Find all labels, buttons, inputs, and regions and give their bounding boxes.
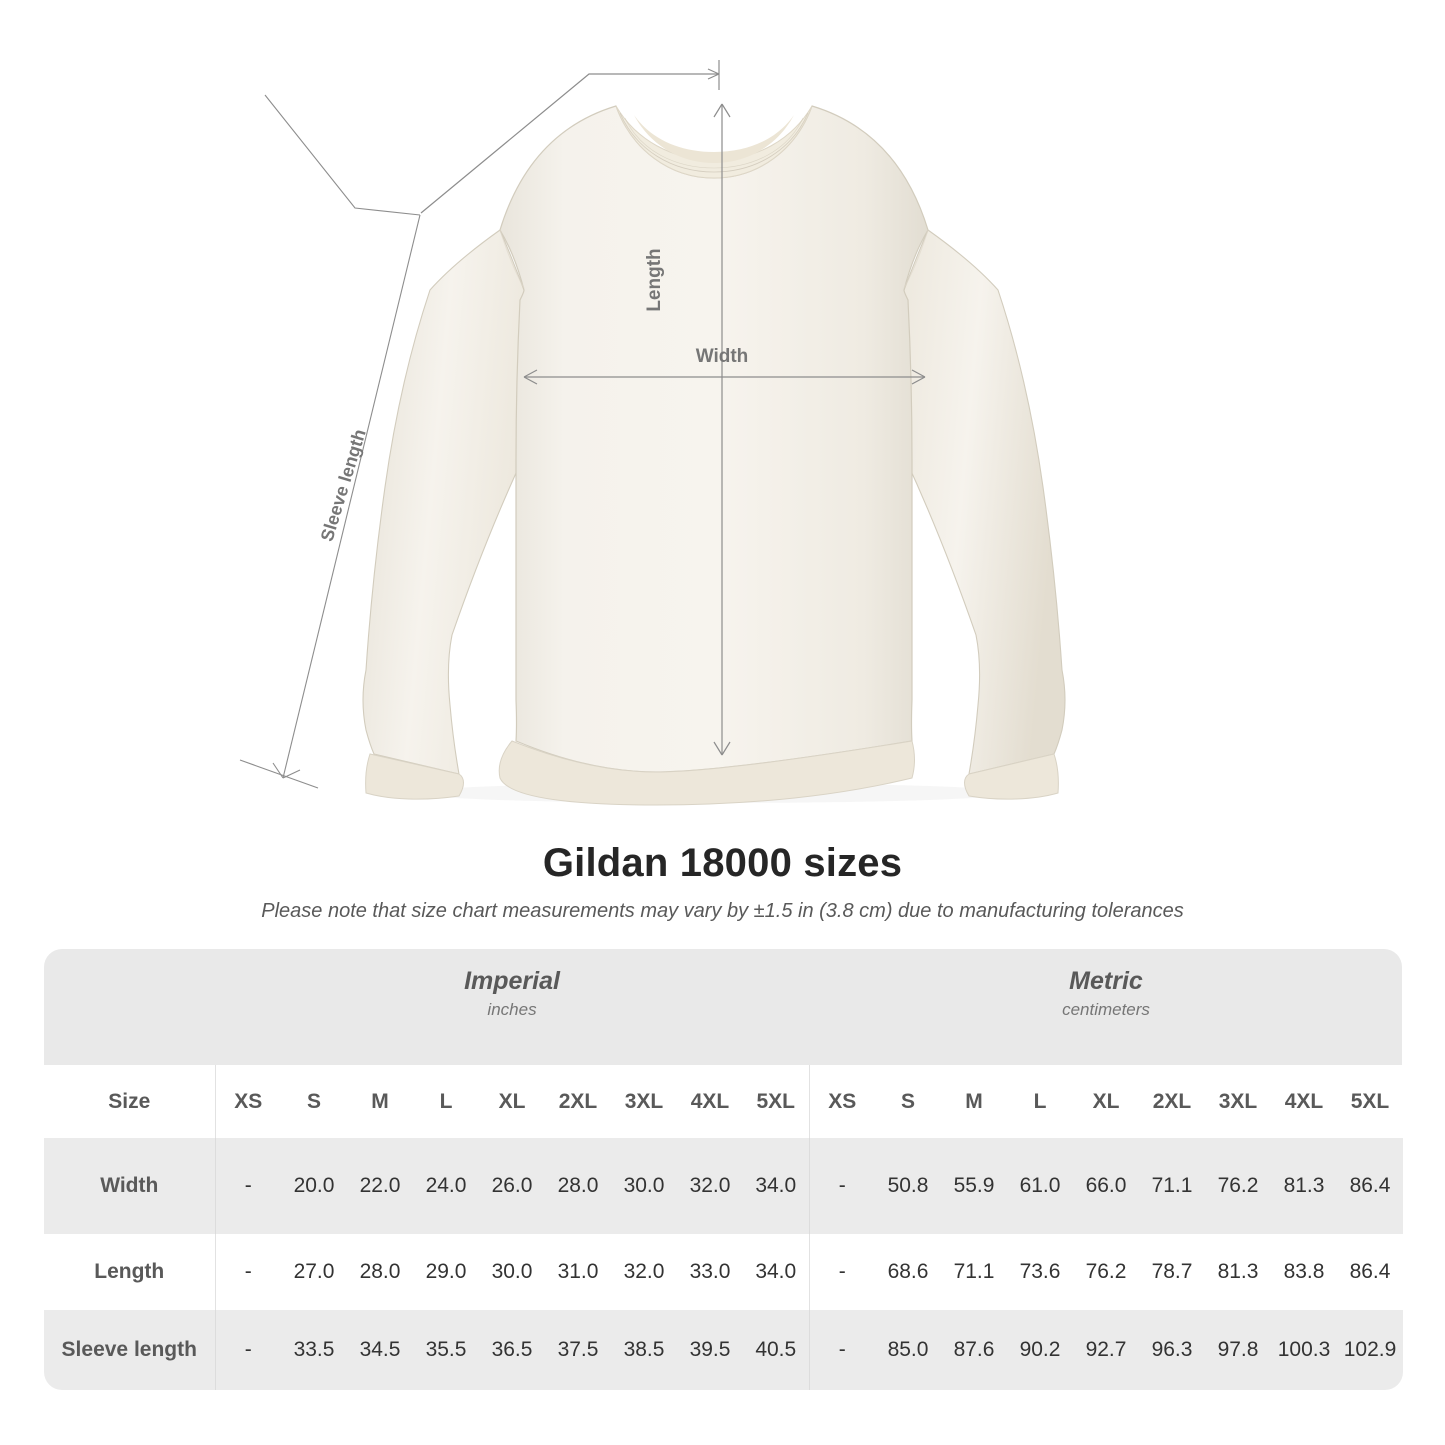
svg-text:Sleeve length: Sleeve length [317,427,370,544]
svg-text:Width: Width [696,346,749,367]
svg-text:Length: Length [644,248,665,311]
